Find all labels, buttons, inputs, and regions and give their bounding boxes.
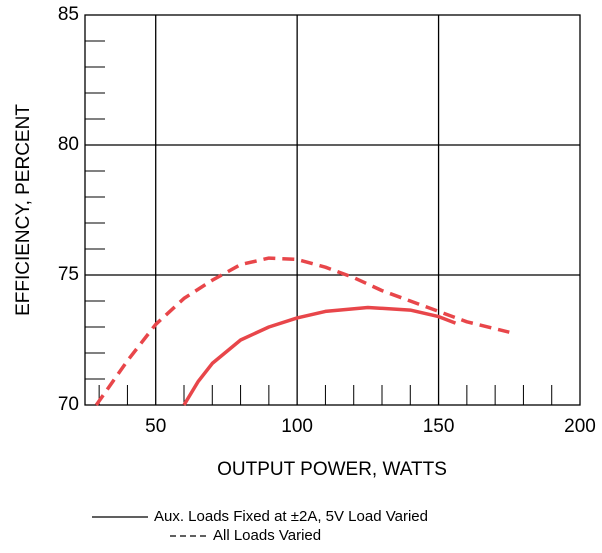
y-axis-label: EFFICIENCY, PERCENT [13, 104, 34, 316]
y-tick-label: 80 [58, 134, 79, 155]
x-tick-label: 150 [423, 416, 455, 437]
x-tick-label: 100 [281, 416, 313, 437]
x-axis-label: OUTPUT POWER, WATTS [217, 459, 447, 480]
x-tick-label: 50 [145, 416, 166, 437]
series-line [94, 256, 510, 407]
legend-label: All Loads Varied [213, 527, 321, 544]
y-tick-label: 85 [58, 4, 79, 25]
legend-label: Aux. Loads Fixed at ±2A, 5V Load Varied [154, 508, 428, 525]
x-tick-label: 200 [564, 416, 596, 437]
plot-frame [84, 14, 581, 406]
y-tick-label: 75 [58, 264, 79, 285]
y-tick-label: 70 [58, 394, 79, 415]
series-line [182, 305, 457, 406]
